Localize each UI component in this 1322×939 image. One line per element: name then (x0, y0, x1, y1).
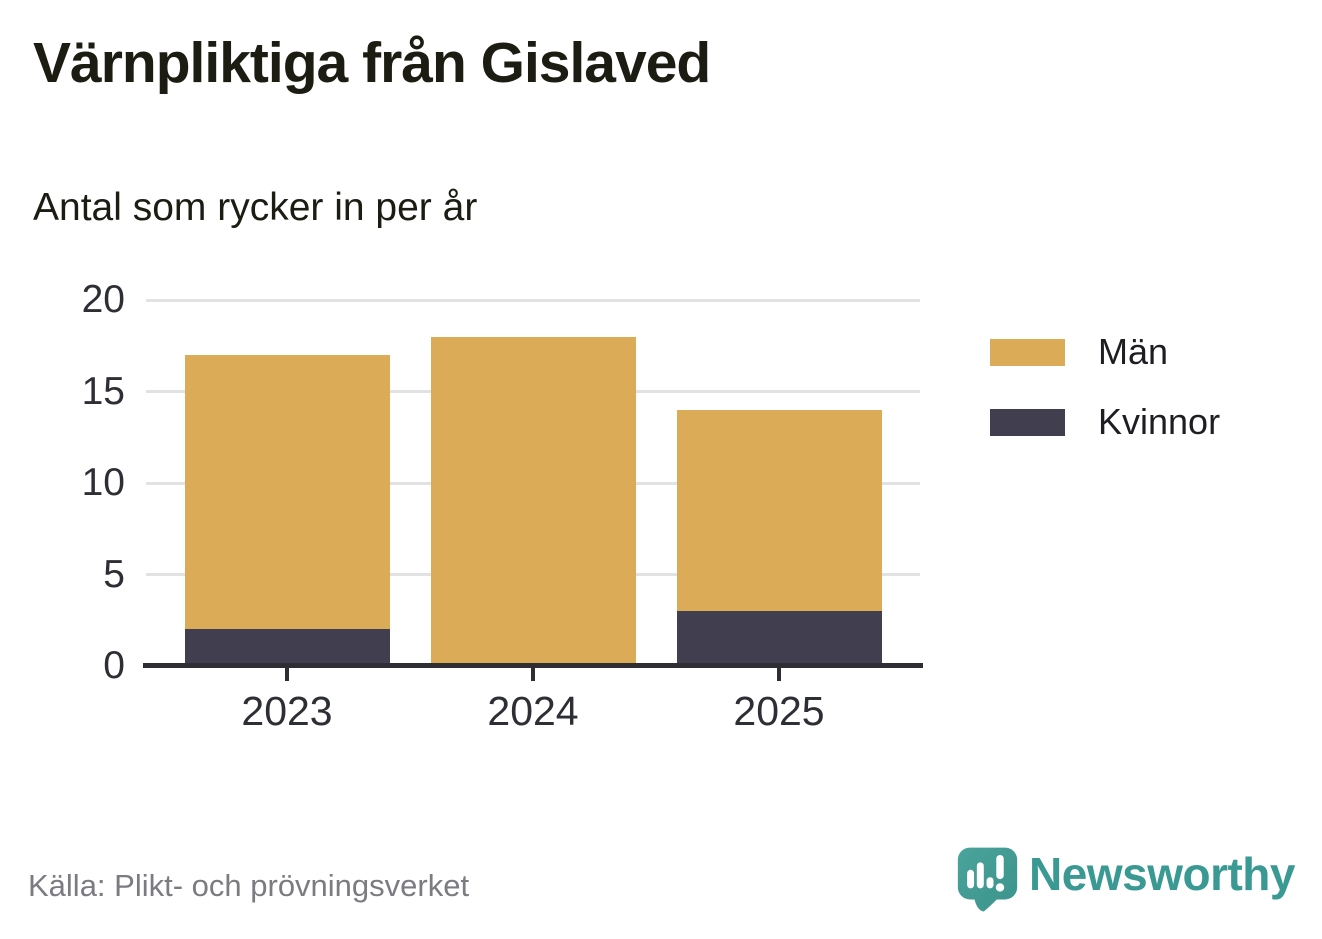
bar-segment-kvinnor-2023 (184, 629, 390, 666)
y-tick-label: 10 (81, 461, 125, 504)
legend-item-män: Män (990, 331, 1220, 373)
x-tick-label: 2024 (487, 688, 579, 734)
gridline (146, 298, 920, 302)
x-tick (285, 668, 289, 681)
bar-segment-män-2025 (676, 409, 882, 612)
chart-subtitle: Antal som rycker in per år (33, 186, 478, 229)
legend-label: Män (1098, 331, 1169, 372)
x-axis-line (143, 663, 923, 668)
chart-title: Värnpliktiga från Gislaved (33, 31, 711, 95)
bar-segment-män-2023 (184, 354, 390, 630)
brand-footer: Newsworthy (956, 845, 1295, 915)
y-tick-label: 0 (103, 644, 125, 687)
legend-item-kvinnor: Kvinnor (990, 401, 1220, 443)
y-tick-label: 15 (81, 369, 125, 413)
y-tick-label: 20 (81, 278, 125, 321)
source-caption: Källa: Plikt- och prövningsverket (28, 868, 470, 903)
legend-swatch (990, 408, 1065, 436)
x-tick (777, 668, 781, 681)
y-tick-label: 5 (103, 552, 125, 596)
brand-name: Newsworthy (1029, 848, 1295, 900)
bar-segment-män-2024 (430, 336, 636, 666)
legend-swatch (990, 338, 1065, 366)
newsworthy-logo-icon (957, 847, 1018, 912)
legend: Män Kvinnor (990, 331, 1220, 471)
x-tick-label: 2023 (241, 688, 333, 734)
x-tick-label: 2025 (733, 688, 825, 734)
legend-label: Kvinnor (1098, 401, 1221, 442)
x-tick (531, 668, 535, 681)
bar-segment-kvinnor-2025 (676, 611, 882, 666)
